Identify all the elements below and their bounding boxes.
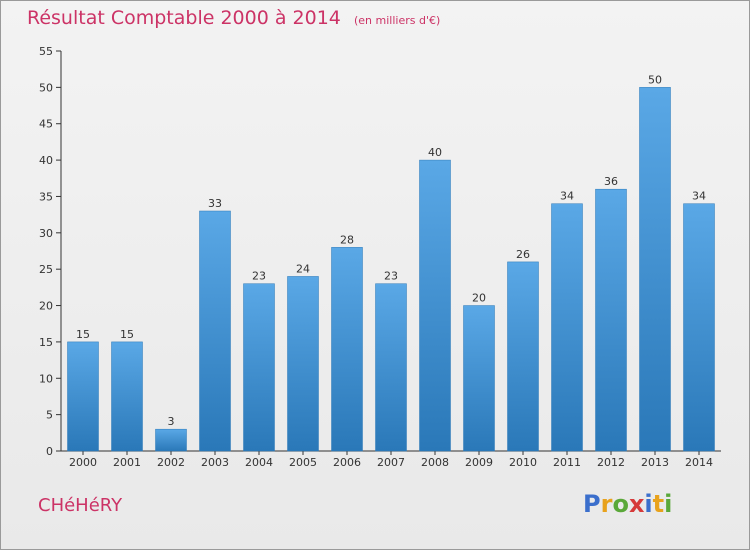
x-tick-label: 2002	[157, 456, 185, 469]
data-label: 33	[208, 197, 222, 210]
y-tick-label: 20	[39, 300, 53, 313]
logo-letter: i	[644, 490, 653, 518]
chart-subtitle: (en milliers d'€)	[353, 14, 441, 27]
y-tick-label: 40	[39, 154, 53, 167]
data-label: 23	[384, 270, 398, 283]
bar	[375, 283, 407, 452]
x-tick-label: 2003	[201, 456, 229, 469]
bar	[507, 261, 539, 452]
bar	[331, 247, 363, 452]
logo-letter: t	[652, 490, 665, 518]
logo-letter: o	[612, 490, 629, 518]
x-tick-label: 2004	[245, 456, 273, 469]
data-label: 3	[168, 415, 175, 428]
y-tick-label: 25	[39, 263, 53, 276]
x-tick-label: 2000	[69, 456, 97, 469]
bar	[243, 283, 275, 452]
commune-name: CHéHéRY	[38, 495, 123, 516]
bar	[551, 203, 583, 452]
x-tick-label: 2009	[465, 456, 493, 469]
chart-title: Résultat Comptable 2000 à 2014	[27, 7, 341, 29]
y-tick-label: 35	[39, 190, 53, 203]
bar	[67, 341, 99, 452]
logo-letter: P	[583, 490, 601, 518]
x-tick-label: 2005	[289, 456, 317, 469]
data-label: 50	[648, 73, 662, 86]
x-tick-label: 2001	[113, 456, 141, 469]
x-axis: 2000 2001 2002 2003 2004 2005 2006 2007 2008 2009…	[61, 450, 721, 469]
x-tick-label: 2007	[377, 456, 405, 469]
x-tick-label: 2012	[597, 456, 625, 469]
data-label: 34	[560, 190, 574, 203]
bars	[67, 87, 715, 452]
data-label: 40	[428, 146, 442, 159]
data-label: 24	[296, 262, 310, 275]
x-tick-label: 2014	[685, 456, 713, 469]
bar	[287, 276, 319, 452]
bar	[199, 210, 231, 452]
data-label: 28	[340, 233, 354, 246]
x-tick-label: 2011	[553, 456, 581, 469]
data-label: 15	[76, 328, 90, 341]
y-tick-label: 30	[39, 227, 53, 240]
bar	[683, 203, 715, 452]
bar	[595, 188, 627, 452]
y-axis: 0 5 10 15 20 25 30 35 40 45 50 55	[39, 45, 62, 458]
data-label: 34	[692, 190, 706, 203]
y-tick-label: 50	[39, 81, 53, 94]
logo-letter: x	[628, 490, 645, 518]
data-label: 20	[472, 292, 486, 305]
data-label: 36	[604, 175, 618, 188]
data-label: 26	[516, 248, 530, 261]
bar	[463, 305, 495, 452]
y-tick-label: 15	[39, 336, 53, 349]
data-label: 23	[252, 270, 266, 283]
bar	[155, 428, 187, 452]
x-tick-label: 2006	[333, 456, 361, 469]
logo-letter: r	[600, 490, 613, 518]
x-tick-label: 2008	[421, 456, 449, 469]
data-label: 15	[120, 328, 134, 341]
y-tick-label: 45	[39, 118, 53, 131]
x-tick-label: 2013	[641, 456, 669, 469]
bar	[639, 87, 671, 452]
y-tick-label: 5	[46, 409, 53, 422]
x-tick-label: 2010	[509, 456, 537, 469]
y-tick-label: 0	[46, 445, 53, 458]
proxiti-logo[interactable]: Proxiti	[583, 490, 672, 518]
y-tick-label: 55	[39, 45, 53, 58]
bar	[111, 341, 143, 452]
y-tick-label: 10	[39, 372, 53, 385]
title-block: Résultat Comptable 2000 à 2014 (en milli…	[27, 7, 440, 29]
logo-letter: i	[664, 490, 673, 518]
bar	[419, 159, 451, 452]
